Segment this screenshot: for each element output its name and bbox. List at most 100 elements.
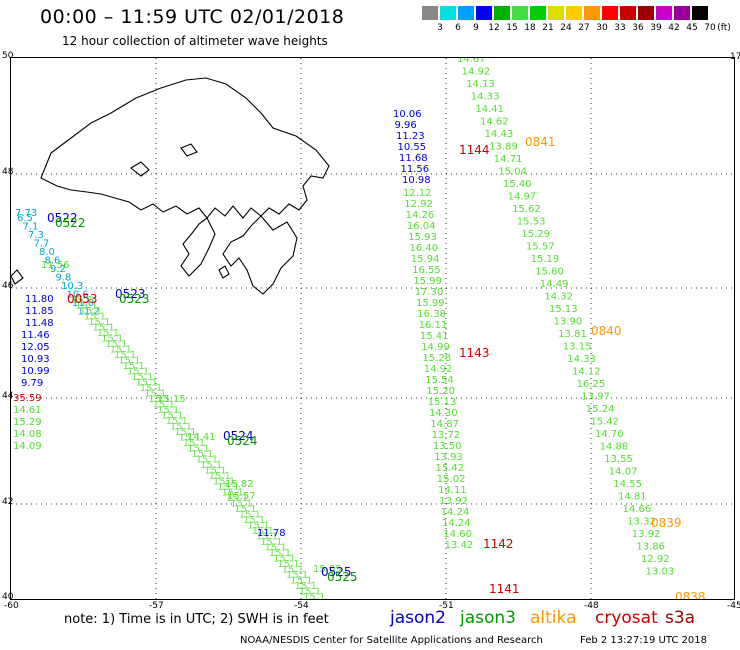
swh-ribbon-mark: 15.1 bbox=[217, 482, 239, 493]
pass-time-label: 0522 bbox=[47, 211, 78, 225]
credit-line: NOAA/NESDIS Center for Satellite Applica… bbox=[240, 635, 543, 646]
pass-time-label: 0053 bbox=[67, 292, 98, 306]
swh-value: 15.99 bbox=[413, 276, 442, 287]
corner-label: 17 bbox=[730, 52, 740, 62]
swh-value: 11.2 bbox=[78, 307, 100, 318]
swh-value: 13.86 bbox=[636, 542, 665, 553]
swh-value: 14.41 bbox=[187, 432, 216, 443]
longitude-label: -57 bbox=[149, 601, 164, 611]
colorbar-swatch bbox=[422, 6, 438, 20]
swh-value: 35.59 bbox=[13, 393, 42, 404]
colorbar-unit: (ft) bbox=[717, 23, 731, 33]
pass-time-label: 0840 bbox=[591, 324, 622, 338]
colorbar-label: 15 bbox=[506, 23, 518, 33]
colorbar-label: 36 bbox=[632, 23, 644, 33]
swh-ribbon-mark: 15.1 bbox=[226, 493, 248, 504]
longitude-label: -45 bbox=[727, 601, 740, 611]
colorbar-swatch bbox=[566, 6, 582, 20]
swh-ribbon-mark: 15.1 bbox=[71, 295, 93, 306]
swh-value: 15.24 bbox=[586, 404, 615, 415]
colorbar-swatch bbox=[494, 6, 510, 20]
swh-value: 15.13 bbox=[428, 397, 457, 408]
pass-time-label: 0523 bbox=[115, 287, 146, 301]
pass-time-label: 1142 bbox=[483, 537, 514, 551]
swh-value: 15.94 bbox=[411, 254, 440, 265]
swh-ribbon-mark: 15.1 bbox=[277, 559, 299, 570]
swh-value: 13.55 bbox=[604, 454, 633, 465]
swh-value: 14.61 bbox=[13, 405, 42, 416]
swh-value: 15.57 bbox=[227, 491, 256, 502]
swh-ribbon-mark: 15.1 bbox=[299, 587, 321, 598]
swh-value: 17.30 bbox=[415, 287, 444, 298]
swh-ribbon-mark: 15.1 bbox=[265, 543, 287, 554]
colorbar-label: 24 bbox=[560, 23, 572, 33]
swh-value: 14.08 bbox=[13, 429, 42, 440]
island-3 bbox=[218, 265, 230, 279]
swh-value: 13.03 bbox=[646, 567, 675, 578]
swh-ribbon-mark: 15.1 bbox=[157, 405, 179, 416]
swh-value: 9.79 bbox=[21, 378, 43, 389]
swh-value: 14.43 bbox=[485, 129, 514, 140]
swh-ribbon-mark: 15.1 bbox=[127, 367, 149, 378]
colorbar-swatch bbox=[620, 6, 636, 20]
swh-ribbon-mark: 15.1 bbox=[166, 416, 188, 427]
colorbar-label: 6 bbox=[455, 23, 461, 33]
swh-value: 15.20 bbox=[426, 386, 455, 397]
island-2 bbox=[180, 143, 198, 157]
swh-value: 13.15 bbox=[563, 342, 592, 353]
swh-value: 11.23 bbox=[396, 131, 425, 142]
colorbar-swatch bbox=[584, 6, 600, 20]
swh-value: 14.97 bbox=[508, 192, 537, 203]
track-layer: 10.069.9611.2310.5511.6811.5610.9812.121… bbox=[13, 58, 706, 599]
swh-value: 15.82 bbox=[225, 479, 254, 490]
swh-ribbon-mark: 15.1 bbox=[243, 515, 265, 526]
pass-time-label: 0841 bbox=[525, 135, 556, 149]
swh-value: 11.56 bbox=[401, 164, 430, 175]
swh-ribbon-mark: 15.1 bbox=[213, 477, 235, 488]
colorbar-label: 21 bbox=[542, 23, 554, 33]
swh-value: 14.07 bbox=[609, 467, 638, 478]
colorbar-label: 45 bbox=[686, 23, 698, 33]
pass-time-label: 0523 bbox=[119, 292, 150, 306]
legend-altika: altika bbox=[530, 608, 577, 628]
swh-value: 13.50 bbox=[433, 441, 462, 452]
colorbar-swatch bbox=[638, 6, 654, 20]
latitude-label: 48 bbox=[2, 167, 14, 177]
swh-value: 15.57 bbox=[526, 242, 555, 253]
swh-value: 15.62 bbox=[512, 204, 541, 215]
latitude-label: 46 bbox=[2, 281, 14, 291]
swh-value: 14.26 bbox=[406, 210, 435, 221]
pass-time-label: 0524 bbox=[223, 429, 254, 443]
colorbar-swatch bbox=[656, 6, 672, 20]
swh-value: 13.89 bbox=[489, 142, 518, 153]
swh-value: 15.29 bbox=[13, 417, 42, 428]
legend-s3a: s3a bbox=[665, 608, 696, 628]
swh-ribbon-mark: 15.1 bbox=[183, 438, 205, 449]
swh-value: 10.98 bbox=[402, 175, 431, 186]
swh-ribbon-mark: 15.1 bbox=[84, 312, 106, 323]
swh-ribbon-mark: 15.1 bbox=[282, 565, 304, 576]
colorbar-label: 39 bbox=[650, 23, 662, 33]
swh-ribbon-mark: 15.1 bbox=[161, 411, 183, 422]
swh-ribbon-mark: 15.1 bbox=[80, 306, 102, 317]
swh-value: 13.81 bbox=[558, 329, 587, 340]
swh-ribbon-mark: 15.1 bbox=[136, 378, 158, 389]
colorbar-swatch bbox=[440, 6, 456, 20]
swh-ribbon-mark: 15.1 bbox=[131, 372, 153, 383]
swh-ribbon-mark: 15.1 bbox=[144, 389, 166, 400]
swh-ribbon-mark: 15.1 bbox=[187, 444, 209, 455]
swh-ribbon-mark: 15.1 bbox=[97, 328, 119, 339]
swh-ribbon-mark: 15.1 bbox=[170, 422, 192, 433]
swh-value: 14.67 bbox=[457, 58, 486, 65]
swh-value: 13.90 bbox=[554, 317, 583, 328]
pass-time-label: 1143 bbox=[459, 346, 490, 360]
swh-value: 14.92 bbox=[462, 67, 491, 78]
swh-value: 12.92 bbox=[641, 554, 670, 565]
swh-value: 14.81 bbox=[618, 492, 647, 503]
swh-value: 11.80 bbox=[25, 294, 54, 305]
colorbar-swatch bbox=[692, 6, 708, 20]
swh-value: 13.92 bbox=[632, 529, 661, 540]
swh-ribbon-mark: 15.1 bbox=[234, 504, 256, 515]
swh-ribbon-mark: 15.1 bbox=[148, 394, 170, 405]
swh-ribbon-mark: 15.1 bbox=[93, 323, 115, 334]
